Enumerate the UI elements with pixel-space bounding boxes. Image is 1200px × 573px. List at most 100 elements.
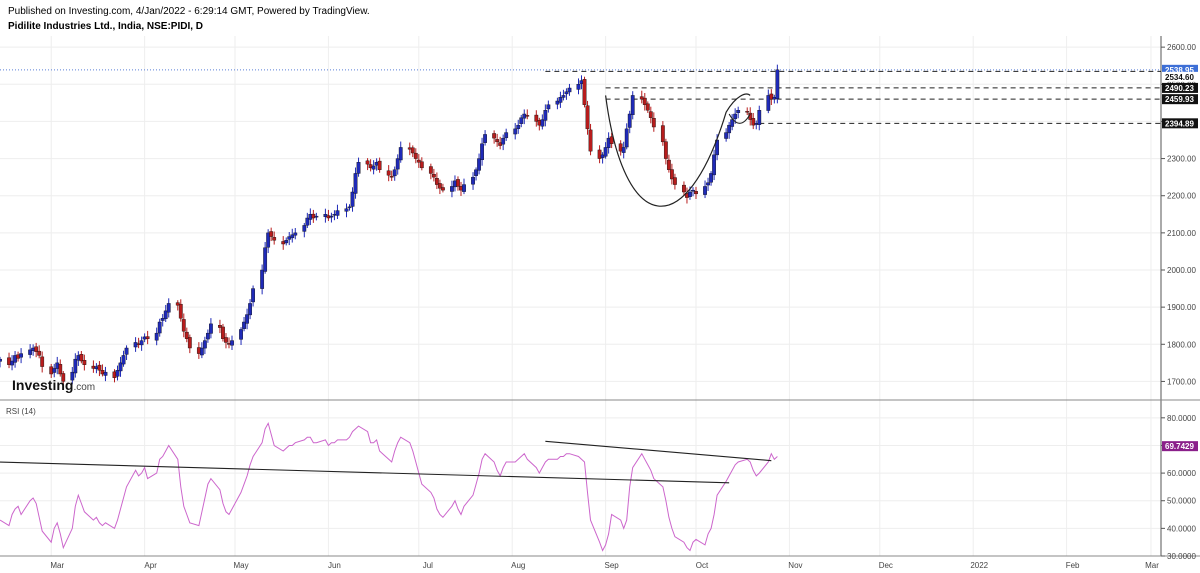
candle-body — [175, 302, 180, 306]
candle-body — [525, 115, 530, 117]
candle-body — [184, 331, 189, 339]
rsi-tick-label: 80.0000 — [1167, 414, 1196, 423]
candle-body — [546, 104, 551, 110]
candle-body — [504, 132, 509, 139]
candle-body — [37, 350, 42, 356]
candle-body — [669, 169, 674, 180]
candle-body — [543, 110, 548, 121]
candle-body — [79, 354, 84, 362]
candle-body — [205, 332, 210, 340]
candle-body — [224, 337, 228, 343]
candle-body — [648, 111, 653, 118]
candle-body — [534, 114, 539, 122]
candle-body — [395, 158, 400, 170]
candle-body — [82, 360, 87, 365]
candle-body — [245, 314, 249, 324]
candle-body — [242, 321, 246, 329]
candle-body — [751, 118, 756, 126]
candle-body — [416, 159, 421, 163]
candle-body — [181, 319, 186, 332]
x-tick-label: 2022 — [970, 561, 988, 570]
candle-body — [745, 111, 750, 113]
candle-body — [673, 177, 677, 185]
candle-body — [178, 303, 183, 319]
price-tick-label: 2100.00 — [1167, 229, 1196, 238]
x-tick-label: Aug — [511, 561, 525, 570]
candle-body — [344, 208, 349, 212]
rsi-current-tag-bg — [1162, 441, 1198, 452]
candle-body — [202, 340, 207, 349]
x-tick-label: Dec — [879, 561, 893, 570]
candle-body — [480, 143, 484, 161]
x-tick-label: May — [233, 561, 248, 570]
candle-body — [97, 364, 102, 371]
rsi-tick-label: 50.0000 — [1167, 497, 1196, 506]
rsi-line — [0, 421, 778, 552]
candle-body — [431, 174, 436, 178]
candle-body — [694, 191, 698, 195]
candle-body — [371, 165, 376, 170]
candle-body — [639, 96, 644, 100]
x-tick-label: Nov — [788, 561, 802, 570]
x-tick-label: Sep — [605, 561, 620, 570]
candle-body — [410, 147, 415, 154]
candle-body — [260, 269, 265, 289]
candle-body — [513, 128, 518, 135]
candle-body — [757, 110, 762, 125]
x-tick-label: Apr — [144, 561, 157, 570]
candle-body — [434, 178, 439, 185]
price-tick-label: 2000.00 — [1167, 266, 1196, 275]
candle-body — [139, 340, 144, 346]
candle-body — [706, 182, 710, 186]
candle-body — [663, 141, 668, 159]
candle-body — [347, 206, 352, 209]
cup-pattern-curve — [605, 93, 751, 207]
candle-body — [52, 368, 57, 373]
candle-body — [733, 113, 738, 120]
candle-body — [305, 217, 310, 226]
candle-body — [218, 325, 222, 328]
candle-body — [540, 119, 545, 127]
candle-body — [621, 147, 626, 153]
candle-body — [0, 358, 2, 362]
candle-body — [682, 184, 686, 193]
candle-body — [428, 166, 433, 174]
candle-body — [199, 347, 204, 356]
candle-body — [103, 371, 108, 376]
candle-body — [290, 234, 295, 239]
candle-body — [160, 318, 165, 321]
level-tag: 2394.89 — [1165, 119, 1194, 128]
x-tick-label: Feb — [1066, 561, 1080, 570]
candle-body — [709, 173, 713, 183]
rsi-current-tag: 69.7429 — [1165, 442, 1194, 451]
candle-body — [272, 237, 277, 241]
candle-body — [603, 147, 608, 157]
candle-body — [441, 187, 445, 191]
rsi-tick-label: 30.0000 — [1167, 552, 1196, 561]
candle-body — [495, 139, 500, 143]
candle-body — [561, 95, 566, 98]
candle-body — [691, 189, 695, 192]
candle-body — [61, 373, 66, 382]
candle-body — [727, 124, 732, 134]
candle-body — [145, 336, 150, 339]
candle-body — [766, 95, 771, 111]
candle-body — [564, 91, 569, 95]
candle-body — [624, 128, 629, 148]
candle-body — [597, 149, 602, 159]
candle-body — [456, 179, 460, 187]
level-tag-bg — [1162, 94, 1198, 105]
candle-body — [775, 69, 780, 99]
candle-body — [576, 84, 581, 90]
candle-body — [124, 347, 129, 355]
candle-body — [230, 340, 234, 346]
candle-body — [651, 118, 656, 128]
current-price-tag-bg — [1162, 64, 1198, 75]
candle-body — [588, 129, 593, 152]
candle-body — [712, 154, 716, 176]
candle-body — [724, 132, 729, 139]
candle-body — [627, 113, 632, 128]
investing-logo-suffix: .com — [73, 382, 95, 393]
instrument-title: Pidilite Industries Ltd., India, NSE:PID… — [8, 21, 204, 32]
